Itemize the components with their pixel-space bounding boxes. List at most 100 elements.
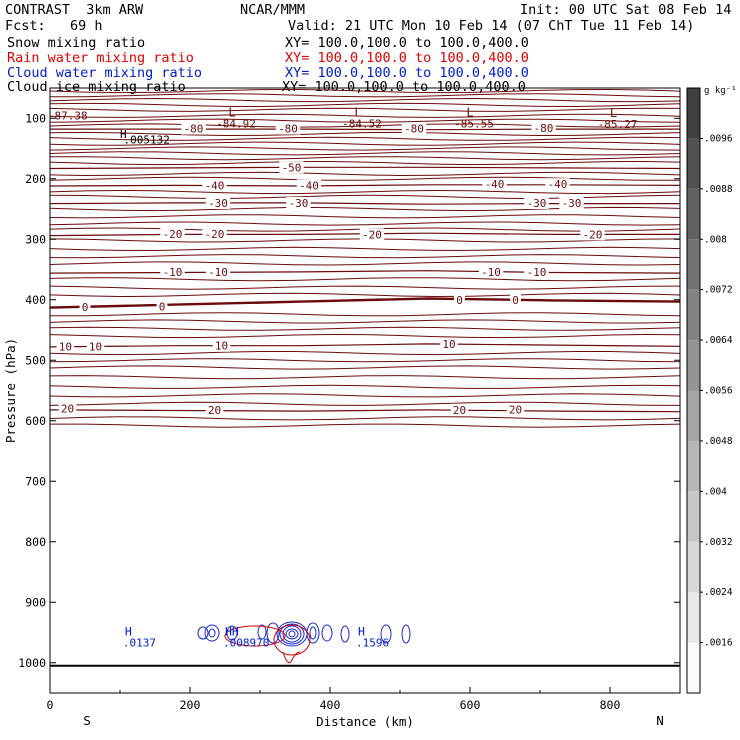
colorbar-segment: [687, 340, 700, 391]
low-value: -85.27: [598, 118, 638, 131]
low-marker: L: [354, 105, 361, 119]
x-axis-title: Distance (km): [316, 714, 414, 729]
contour-label: 10: [442, 338, 455, 351]
low-marker: L: [466, 105, 473, 119]
y-tick-label: 200: [25, 172, 46, 186]
colorbar-segment: [687, 138, 700, 189]
colorbar-segment: [687, 642, 700, 693]
contour-label: -10: [163, 266, 183, 279]
colorbar-label: .0064: [704, 335, 733, 346]
y-tick-label: 300: [25, 232, 46, 246]
background-isotherm: [49, 160, 681, 166]
background-isotherm: [49, 416, 681, 421]
background-isotherm: [49, 333, 681, 339]
y-tick-label: 400: [25, 293, 46, 307]
background-isotherm: [49, 206, 681, 212]
colorbar-segment: [687, 289, 700, 341]
contour-label-bg: [202, 179, 227, 192]
contour-label-bg: [202, 227, 227, 240]
background-isotherm: [49, 312, 681, 317]
background-isotherm: [49, 393, 681, 398]
background-isotherm: [49, 136, 681, 141]
field-rain-label: Rain water mixing ratio: [7, 50, 194, 66]
colorbar-label: .004: [704, 486, 727, 497]
isotherm--30: [49, 202, 680, 205]
contour-label: -40: [548, 178, 568, 191]
background-isotherm: [49, 113, 681, 118]
contour-label-bg: [286, 196, 311, 209]
background-isotherm: [49, 189, 681, 195]
background-isotherm: [49, 326, 681, 331]
background-isotherm: [49, 123, 681, 128]
field-snow-label: Snow mixing ratio: [7, 35, 146, 51]
contour-label: 20: [208, 404, 221, 417]
colorbar-unit: g kg⁻¹: [704, 86, 737, 96]
south-label: S: [83, 713, 91, 728]
background-isotherm: [49, 277, 681, 282]
isotherm--40: [49, 184, 681, 187]
contour-label: -10: [208, 266, 228, 279]
contour-label-bg: [524, 196, 549, 209]
field-snow-xy: XY= 100.0,100.0 to 100.0,400.0: [285, 35, 529, 51]
contour-label-bg: [450, 403, 469, 416]
colorbar-label: .0088: [704, 184, 733, 195]
low-marker: L: [610, 106, 617, 120]
contour-label: 10: [89, 340, 102, 353]
model-title: CONTRAST 3km ARW: [5, 2, 144, 18]
x-tick-label: 400: [320, 698, 341, 712]
background-isotherm: [49, 261, 681, 266]
background-isotherm: [49, 319, 681, 324]
cloud-water-max-marker: H: [125, 625, 132, 639]
background-isotherm: [49, 292, 681, 298]
contour-label-bg: [580, 228, 605, 241]
contour-label: 10: [59, 340, 72, 353]
field-rain-xy: XY= 100.0,100.0 to 100.0,400.0: [285, 50, 529, 66]
x-tick-label: 600: [460, 698, 481, 712]
y-tick-label: 100: [25, 111, 46, 125]
y-tick-label: 500: [25, 353, 46, 367]
contour-label-bg: [275, 122, 301, 135]
colorbar-segment: [687, 188, 700, 240]
low-marker: L: [228, 105, 235, 119]
extra-label: .005132: [124, 134, 170, 147]
contour-label: -80: [404, 123, 424, 136]
contour-labels: -80 -80 -80 -80-50-40 -40 -40 -40-30 -30 -30 -30-…: [48, 105, 637, 649]
contour-label-bg: [559, 196, 584, 209]
background-isotherm: [49, 375, 681, 380]
colorbar-label: .0056: [704, 386, 733, 397]
x-tick-label: 200: [180, 698, 201, 712]
contour-label: -20: [362, 228, 382, 241]
colorbar-label: .0072: [704, 285, 733, 296]
contour-label: -80: [534, 122, 554, 135]
contour-label-bg: [79, 301, 91, 314]
cloud-water-max-value: .008970: [223, 637, 269, 650]
background-isotherm: [49, 102, 681, 108]
field-cloudwater-xy: XY= 100.0,100.0 to 100.0,400.0: [285, 65, 529, 81]
y-axis-title: Pressure (hPa): [3, 338, 18, 443]
background-isotherm: [49, 88, 681, 94]
y-tick-label: 900: [25, 595, 46, 609]
contour-label: 20: [509, 403, 522, 416]
contour-label: -10: [481, 266, 501, 279]
contour-label: -30: [289, 197, 309, 210]
background-isotherm: [49, 358, 681, 363]
contour-label-bg: [58, 402, 77, 415]
colorbar-label: .008: [704, 234, 727, 245]
low-value: -85.55: [454, 117, 494, 130]
contour-label: -30: [208, 197, 228, 210]
contour-label-bg: [56, 340, 75, 353]
contour-label: 20: [453, 404, 466, 417]
background-isotherm: [49, 118, 681, 123]
background-isotherm: [49, 401, 681, 406]
contour-label-bg: [545, 178, 570, 191]
colorbar-segment: [687, 239, 700, 290]
cloud-water-max-value: .0137: [123, 637, 156, 650]
plot-frame: [49, 87, 681, 694]
contour-label-bg: [359, 228, 385, 241]
isotherm--10: [49, 270, 681, 274]
background-isotherm: [49, 194, 681, 200]
background-isotherm: [49, 131, 681, 137]
background-isotherm: [49, 146, 681, 151]
contour-label-bg: [205, 265, 231, 278]
